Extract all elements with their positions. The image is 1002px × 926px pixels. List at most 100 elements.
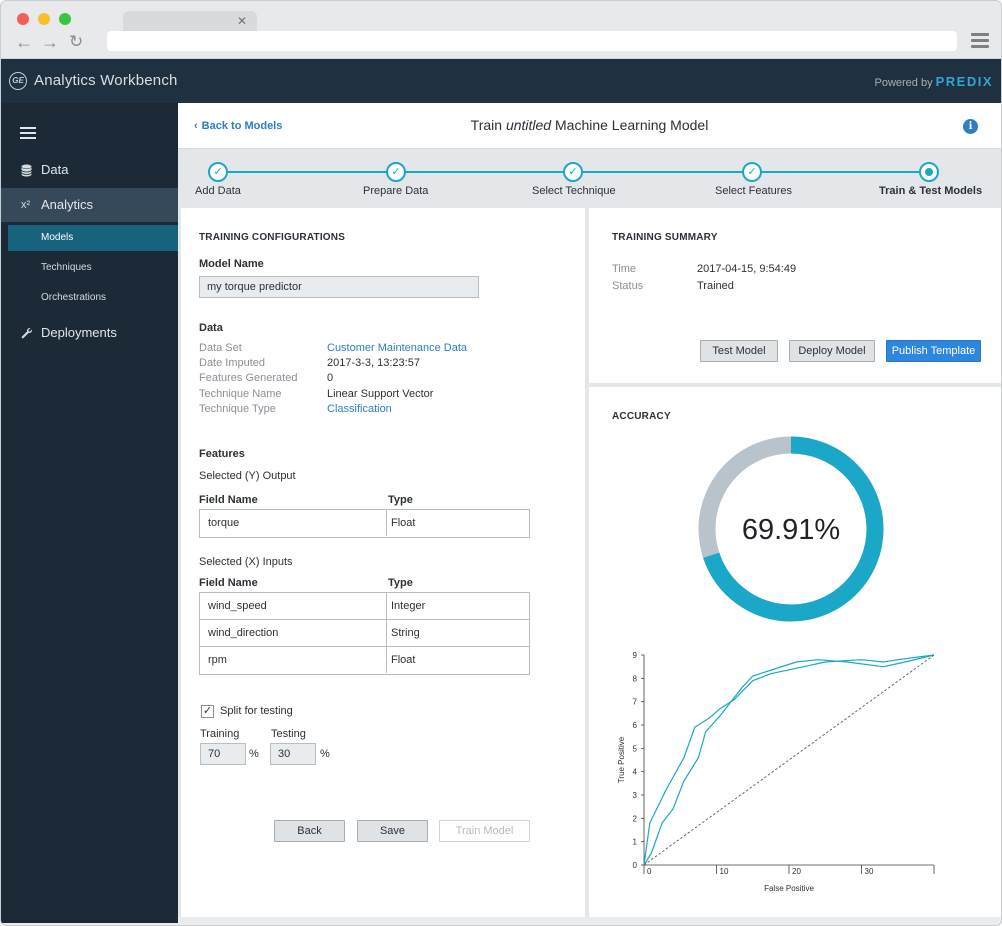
browser-tab[interactable]: ✕ [123, 11, 257, 33]
output-col-type: Type [388, 494, 413, 506]
close-window-button[interactable] [17, 13, 29, 25]
training-summary-title: TRAINING SUMMARY [612, 232, 718, 243]
browser-menu-icon[interactable] [971, 33, 989, 49]
model-name-input[interactable] [199, 276, 479, 298]
testing-label: Testing [271, 728, 306, 740]
powered-by-label: Powered by [874, 77, 933, 89]
save-button[interactable]: Save [357, 820, 428, 842]
table-row[interactable]: wind_speed Integer [200, 593, 529, 620]
sidebar-subitem-orchestrations[interactable]: Orchestrations [41, 292, 107, 303]
step-prepare-data-check-icon[interactable]: ✓ [386, 162, 406, 182]
sidebar-item-analytics[interactable]: x² Analytics [1, 188, 178, 222]
x-tick-label: 20 [792, 867, 801, 876]
x-axis-label: False Positive [764, 884, 814, 893]
accuracy-donut: 69.91% [698, 436, 884, 622]
training-configurations-panel: TRAINING CONFIGURATIONS Model Name Data … [181, 208, 585, 917]
reload-icon[interactable]: ↻ [69, 32, 84, 51]
sidebar-item-deployments[interactable]: Deployments [1, 316, 178, 350]
y-tick-label: 1 [633, 838, 638, 847]
accuracy-donut-fill [698, 436, 884, 622]
sidebar-subitem-models[interactable]: Models [8, 225, 178, 251]
sidebar-item-data[interactable]: Data [1, 153, 178, 187]
technique-name-key: Technique Name [199, 388, 282, 400]
database-icon [21, 153, 32, 190]
time-key: Time [612, 263, 637, 275]
table-row[interactable]: rpm Float [200, 647, 529, 674]
output-col-field-name: Field Name [199, 494, 258, 506]
split-testing-checkbox[interactable]: ✓ [201, 705, 214, 718]
table-row[interactable]: wind_direction String [200, 620, 529, 647]
type-cell: Integer [386, 593, 529, 619]
page-title-model-name: untitled [505, 117, 552, 133]
training-label: Training [200, 728, 240, 740]
training-summary-panel: TRAINING SUMMARY Time 2017-04-15, 9:54:4… [589, 208, 1001, 383]
technique-name-value: Linear Support Vector [327, 388, 434, 400]
y-tick-label: 0 [633, 861, 638, 870]
table-row[interactable]: torque Float [200, 510, 529, 537]
info-icon[interactable]: i [963, 119, 978, 134]
step-label-select-technique[interactable]: Select Technique [532, 185, 616, 197]
testing-percent-input[interactable]: 30 [270, 743, 316, 765]
step-train-test-current-icon[interactable] [919, 162, 939, 182]
sidebar-item-label: Data [41, 162, 69, 177]
back-arrow-icon[interactable]: ← [15, 32, 33, 52]
step-label-train-test[interactable]: Train & Test Models [879, 185, 983, 197]
roc-chart: 0 1 2 3 4 5 6 7 8 9 0 10 20 30 False Positive True Po… [617, 651, 935, 893]
step-label-add-data[interactable]: Add Data [195, 185, 241, 197]
time-value: 2017-04-15, 9:54:49 [697, 263, 797, 275]
main-content: ‹ Back to Models Train untitled Machine L… [178, 103, 1001, 917]
deploy-model-button[interactable]: Deploy Model [789, 340, 875, 362]
forward-arrow-icon[interactable]: → [41, 32, 59, 52]
browser-toolbar: ✕ ← → ↻ [1, 1, 1001, 59]
powered-by: Powered by PREDIX [875, 74, 994, 89]
x-squared-icon: x² [21, 199, 31, 211]
date-imputed-key: Date Imputed [199, 357, 266, 369]
back-button[interactable]: Back [274, 820, 345, 842]
y-tick-label: 5 [633, 744, 638, 753]
step-label-prepare-data[interactable]: Prepare Data [363, 185, 429, 197]
field-name-cell: wind_direction [208, 627, 279, 639]
back-to-models-link[interactable]: ‹ Back to Models [194, 120, 282, 132]
data-set-link[interactable]: Customer Maintenance Data [327, 342, 468, 354]
x-tick-label: 10 [720, 867, 729, 876]
sidebar-item-label: Deployments [41, 325, 117, 340]
test-model-button[interactable]: Test Model [700, 340, 778, 362]
roc-axes: 0 1 2 3 4 5 6 7 8 9 0 10 20 30 [633, 651, 935, 876]
y-tick-label: 3 [633, 791, 638, 800]
selected-output-label: Selected (Y) Output [199, 470, 296, 482]
close-tab-icon[interactable]: ✕ [236, 14, 247, 28]
step-label-select-features[interactable]: Select Features [715, 185, 793, 197]
address-bar[interactable] [107, 31, 957, 51]
wrench-icon [21, 316, 33, 352]
field-name-cell: rpm [208, 654, 227, 666]
field-name-cell: torque [208, 517, 240, 529]
features-generated-value: 0 [327, 372, 334, 384]
technique-type-key: Technique Type [199, 403, 276, 415]
minimize-window-button[interactable] [38, 13, 50, 25]
field-name-cell: wind_speed [208, 600, 267, 612]
chevron-left-icon: ‹ [194, 120, 198, 132]
status-value: Trained [697, 280, 734, 292]
roc-curve-1 [643, 654, 935, 866]
type-cell: String [386, 620, 529, 646]
output-features-table: torque Float [199, 509, 530, 538]
step-add-data-check-icon[interactable]: ✓ [208, 162, 228, 182]
maximize-window-button[interactable] [59, 13, 71, 25]
page-title-prefix: Train [470, 117, 506, 133]
train-model-button[interactable]: Train Model [439, 820, 530, 842]
step-select-technique-check-icon[interactable]: ✓ [563, 162, 583, 182]
predix-brand: PREDIX [935, 74, 993, 89]
y-tick-label: 2 [633, 814, 638, 823]
y-tick-label: 4 [633, 768, 638, 777]
training-percent-input[interactable]: 70 [200, 743, 246, 765]
technique-type-link[interactable]: Classification [327, 403, 392, 415]
type-cell: Float [386, 510, 529, 536]
app-title: Analytics Workbench [34, 72, 178, 89]
sidebar-item-label: Analytics [41, 197, 94, 212]
publish-template-button[interactable]: Publish Template [886, 340, 981, 362]
sidebar-menu-icon[interactable] [20, 127, 36, 142]
step-select-features-check-icon[interactable]: ✓ [742, 162, 762, 182]
sidebar-subitem-techniques[interactable]: Techniques [41, 262, 92, 273]
page-title-suffix: Machine Learning Model [551, 117, 709, 133]
